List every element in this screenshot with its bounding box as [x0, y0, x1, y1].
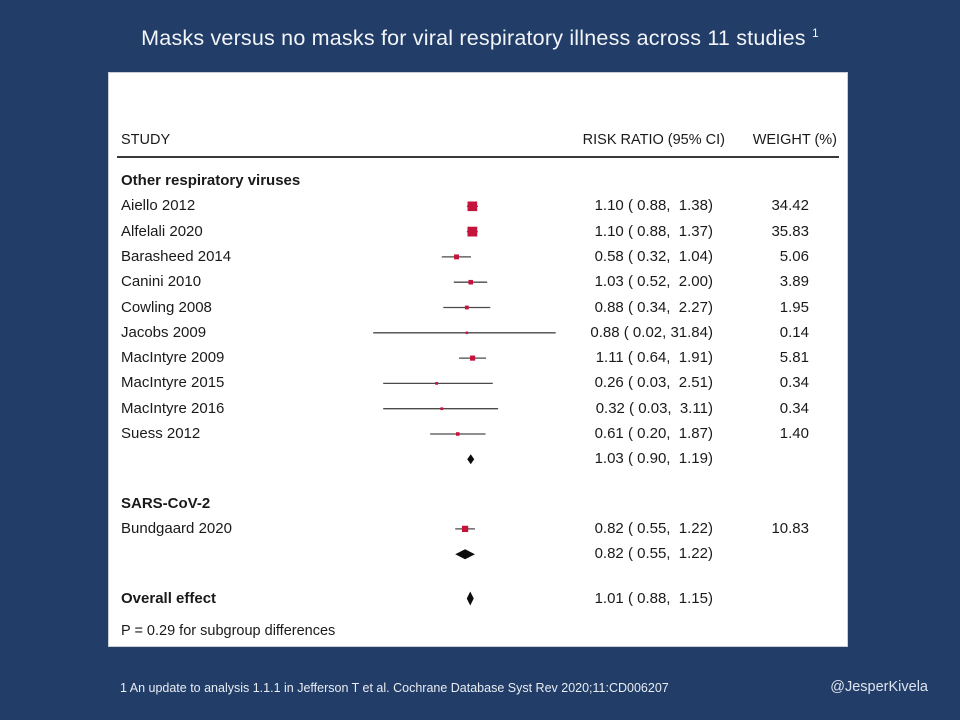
study-label: Jacobs 2009: [121, 323, 207, 341]
column-header-risk-ratio: RISK RATIO (95% CI): [582, 132, 725, 148]
risk-ratio-value: 0.82 ( 0.55, 1.22): [594, 519, 713, 537]
study-row: Suess 2012 0.61 ( 0.20, 1.87) 1.40: [109, 421, 847, 447]
study-label: Overall effect: [121, 589, 217, 607]
weight-value: 0.14: [779, 323, 809, 341]
study-row: Barasheed 2014 0.58 ( 0.32, 1.04) 5.06: [109, 244, 847, 270]
study-row: Jacobs 2009 0.88 ( 0.02, 31.84) 0.14: [109, 320, 847, 346]
subtotal-row: 0.82 ( 0.55, 1.22): [109, 541, 847, 567]
study-row: Bundgaard 2020 0.82 ( 0.55, 1.22) 10.83: [109, 516, 847, 542]
weight-value: 0.34: [779, 399, 809, 417]
risk-ratio-value: 1.10 ( 0.88, 1.38): [594, 197, 713, 215]
risk-ratio-value: 0.88 ( 0.34, 2.27): [594, 298, 713, 316]
study-row: Aiello 2012 1.10 ( 0.88, 1.38) 34.42: [109, 193, 847, 219]
study-label: Aiello 2012: [121, 197, 196, 215]
risk-ratio-value: 0.32 ( 0.03, 3.11): [595, 399, 713, 417]
overall-row: Overall effect 1.01 ( 0.88, 1.15): [109, 586, 847, 612]
study-label: Barasheed 2014: [121, 247, 232, 265]
subgroup-row: Other respiratory viruses: [109, 168, 847, 194]
citation-footnote: 1 An update to analysis 1.1.1 in Jeffers…: [120, 681, 669, 695]
page-title-text: Masks versus no masks for viral respirat…: [141, 26, 806, 51]
risk-ratio-value: 1.03 ( 0.52, 2.00): [594, 273, 713, 291]
risk-ratio-value: 0.61 ( 0.20, 1.87): [594, 425, 713, 442]
weight-value: 3.89: [779, 273, 809, 291]
study-row: Alfelali 2020 1.10 ( 0.88, 1.37) 35.83: [109, 219, 847, 245]
weight-value: 1.40: [779, 425, 809, 442]
header-divider-line: [117, 156, 839, 158]
study-label: Canini 2010: [121, 273, 202, 291]
column-header-weight: WEIGHT (%): [752, 132, 837, 148]
weight-value: 5.06: [779, 247, 809, 265]
weight-value: 34.42: [771, 197, 809, 215]
subtotal-row: 1.03 ( 0.90, 1.19): [109, 446, 847, 472]
page-title: Masks versus no masks for viral respirat…: [0, 26, 960, 51]
risk-ratio-value: 0.58 ( 0.32, 1.04): [594, 247, 713, 265]
study-label: Other respiratory viruses: [121, 172, 301, 189]
column-header-study: STUDY: [121, 132, 171, 148]
study-label: Bundgaard 2020: [121, 519, 232, 537]
weight-value: 5.81: [779, 349, 809, 367]
study-label: Suess 2012: [121, 425, 201, 442]
study-label: MacIntyre 2015: [121, 374, 225, 392]
title-footnote-marker: 1: [811, 26, 819, 40]
risk-ratio-value: 1.10 ( 0.88, 1.37): [594, 222, 713, 240]
study-label: SARS-CoV-2: [121, 494, 211, 512]
study-label: Alfelali 2020: [121, 222, 203, 240]
study-row: Cowling 2008 0.88 ( 0.34, 2.27) 1.95: [109, 295, 847, 321]
weight-value: 10.83: [771, 519, 809, 537]
study-label: MacIntyre 2009: [121, 349, 225, 367]
study-label: Cowling 2008: [121, 298, 212, 316]
risk-ratio-value: 0.26 ( 0.03, 2.51): [594, 374, 713, 392]
study-label: MacIntyre 2016: [121, 399, 225, 417]
study-row: MacIntyre 2015 0.26 ( 0.03, 2.51) 0.34: [109, 370, 847, 396]
risk-ratio-value: 0.88 ( 0.02, 31.84): [590, 323, 713, 341]
risk-ratio-value: 1.01 ( 0.88, 1.15): [594, 589, 713, 607]
risk-ratio-value: 1.11 ( 0.64, 1.91): [595, 349, 713, 367]
subgroup-difference-note: P = 0.29 for subgroup differences: [121, 623, 336, 639]
study-row: MacIntyre 2016 0.32 ( 0.03, 3.11) 0.34: [109, 396, 847, 422]
study-row: Canini 2010 1.03 ( 0.52, 2.00) 3.89: [109, 269, 847, 295]
forest-rows: Other respiratory viruses Aiello 2012 1.10…: [109, 73, 847, 646]
risk-ratio-value: 1.03 ( 0.90, 1.19): [594, 450, 713, 468]
weight-value: 1.95: [779, 298, 809, 316]
forest-plot-panel: STUDY RISK RATIO (95% CI) WEIGHT (%) Oth…: [108, 72, 848, 647]
twitter-handle: @JesperKivela: [830, 679, 928, 695]
subgroup-row: SARS-CoV-2: [109, 491, 847, 517]
weight-value: 0.34: [779, 374, 809, 392]
study-row: MacIntyre 2009 1.11 ( 0.64, 1.91) 5.81: [109, 345, 847, 371]
weight-value: 35.83: [771, 222, 809, 240]
risk-ratio-value: 0.82 ( 0.55, 1.22): [594, 545, 713, 563]
